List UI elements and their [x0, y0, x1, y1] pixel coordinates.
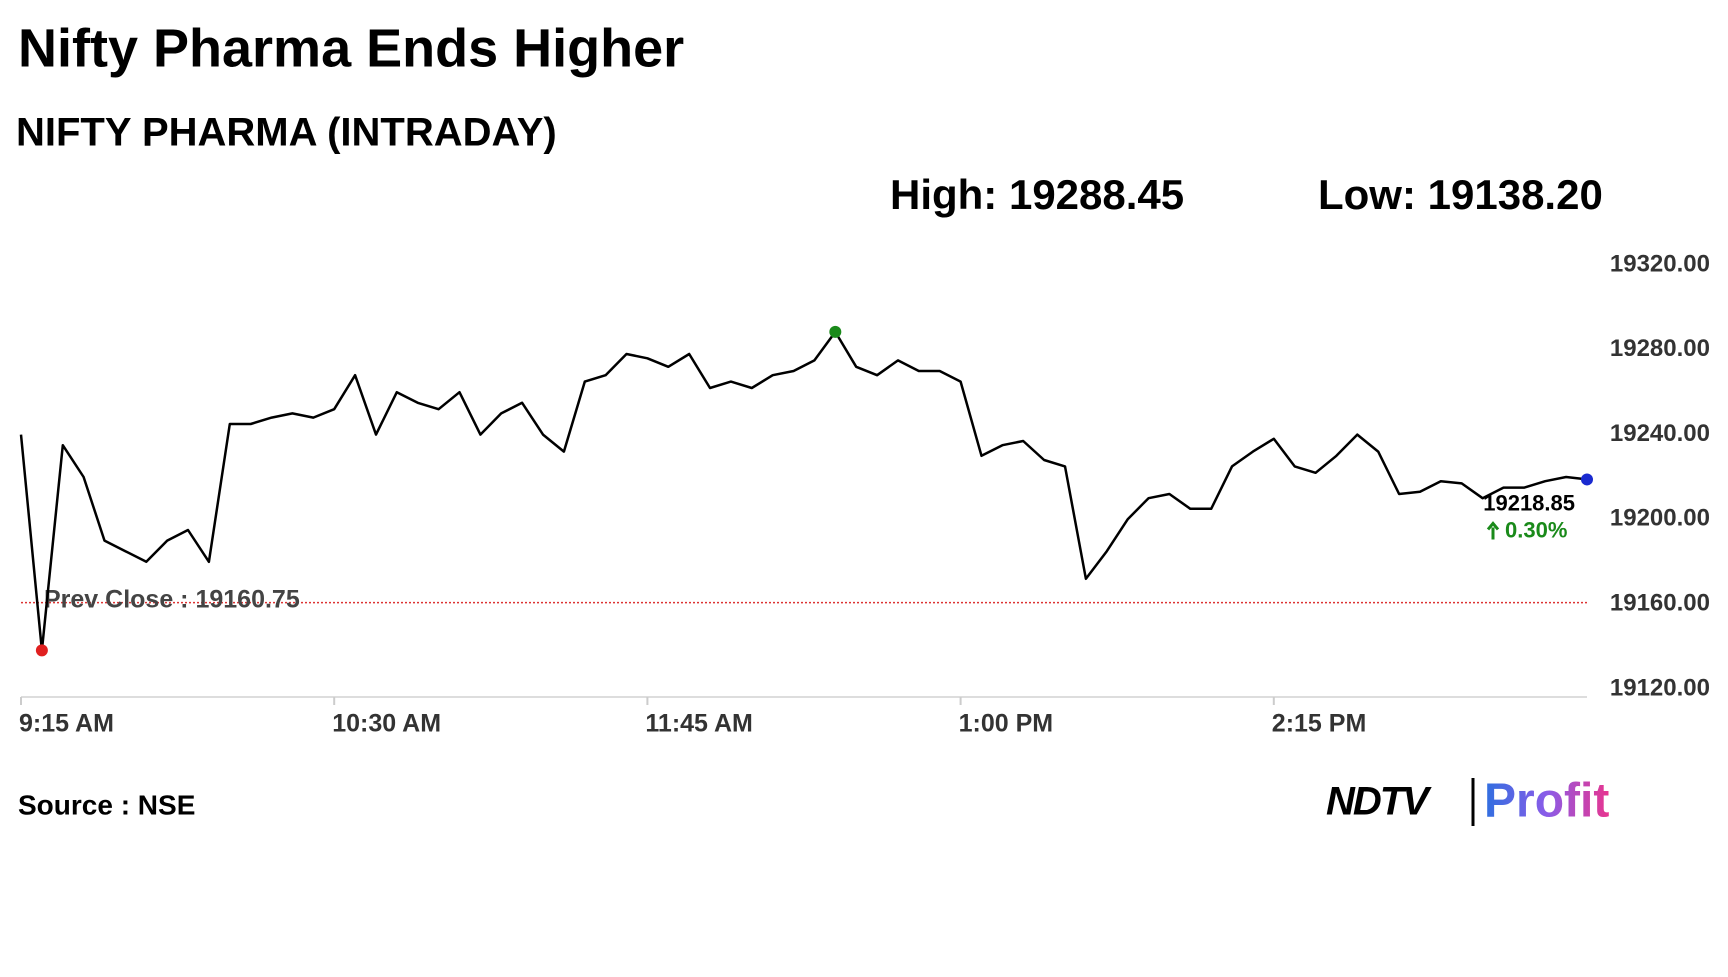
low-stat: Low: 19138.20 [1318, 171, 1603, 218]
x-tick-label: 2:15 PM [1272, 710, 1366, 738]
low-marker [35, 644, 48, 657]
prev-close-value: 19160.75 [195, 585, 299, 613]
high-value: 19288.45 [1009, 171, 1184, 218]
x-tick-label: 10:30 AM [332, 710, 441, 738]
y-tick-label: 19240.00 [1610, 420, 1710, 447]
x-tick-label: 11:45 AM [645, 710, 752, 738]
y-tick-label: 19160.00 [1610, 590, 1710, 617]
change-value: 0.30% [1505, 517, 1567, 542]
y-tick-label: 19120.00 [1610, 674, 1710, 701]
prev-close-text: Prev Close : [44, 585, 189, 613]
source: Source : NSE [18, 789, 195, 820]
low-label: Low: [1318, 171, 1416, 218]
chart-subtitle: NIFTY PHARMA (INTRADAY) [16, 111, 557, 155]
x-tick-label: 9:15 AM [19, 710, 114, 738]
logo-left: NDTV [1326, 780, 1432, 824]
high-marker [829, 325, 842, 338]
high-stat: High: 19288.45 [890, 171, 1184, 218]
low-value: 19138.20 [1428, 171, 1603, 218]
chart-title: Nifty Pharma Ends Higher [18, 18, 684, 78]
y-tick-label: 19200.00 [1610, 505, 1710, 532]
logo-right: Profit [1484, 775, 1609, 828]
high-label: High: [890, 171, 997, 218]
last-marker [1581, 473, 1593, 486]
price-line [19, 330, 1588, 652]
y-tick-label: 19280.00 [1610, 335, 1710, 362]
x-tick-label: 1:00 PM [959, 710, 1053, 738]
prev-close-label: Prev Close : 19160.75 [44, 585, 300, 613]
y-tick-label: 19320.00 [1610, 250, 1710, 277]
change-arrow [1486, 521, 1500, 540]
last-value: 19218.85 [1483, 490, 1575, 515]
